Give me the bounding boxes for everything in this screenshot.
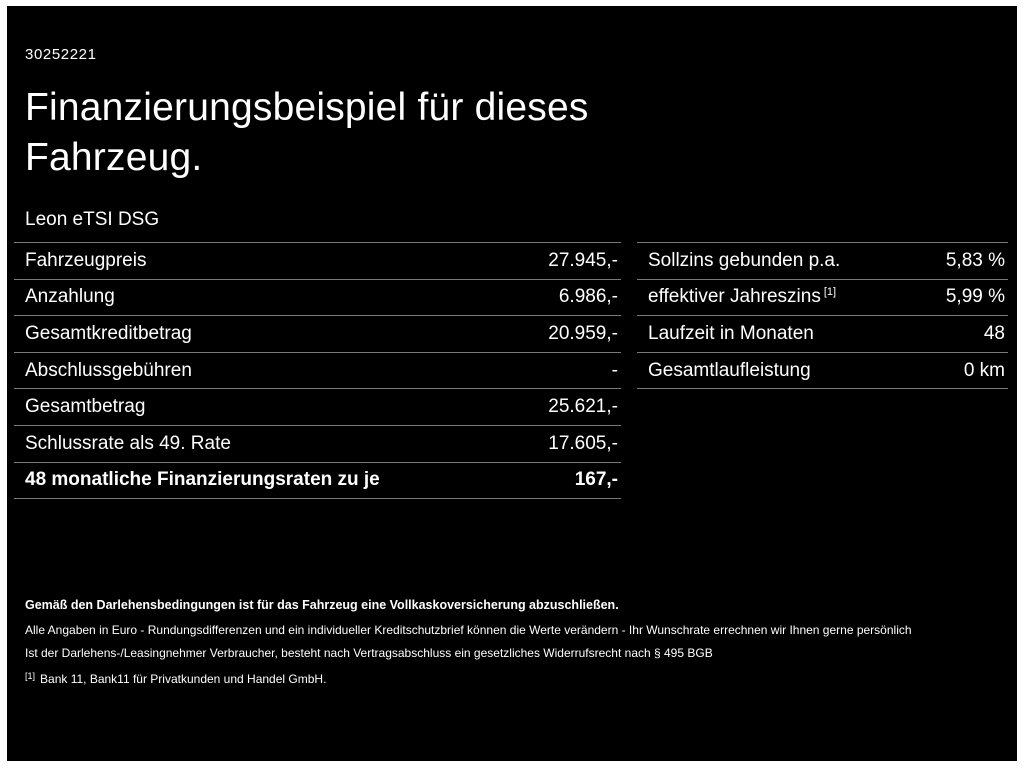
row-value: - xyxy=(611,359,618,381)
row-label: Gesamtkreditbetrag xyxy=(25,322,192,344)
row-label: Fahrzeugpreis xyxy=(25,249,147,271)
row-label: Gesamtlaufleistung xyxy=(648,359,811,381)
footnote-marker: [1] xyxy=(823,286,837,299)
row-value: 48 xyxy=(983,322,1005,344)
row-value: 25.621,- xyxy=(548,396,618,418)
row-gesamtkreditbetrag: Gesamtkreditbetrag 20.959,- xyxy=(14,316,621,353)
document-id: 30252221 xyxy=(25,46,97,63)
row-value: 5,83 % xyxy=(945,249,1005,271)
row-value: 5,99 % xyxy=(945,286,1005,308)
row-value: 167,- xyxy=(574,469,618,491)
row-label: Laufzeit in Monaten xyxy=(648,322,814,344)
page-title: Finanzierungsbeispiel für dieses Fahrzeug… xyxy=(25,83,589,183)
row-anzahlung: Anzahlung 6.986,- xyxy=(14,280,621,317)
footnote-marker: [1] xyxy=(25,671,36,681)
row-monatliche-rate: 48 monatliche Finanzierungsraten zu je 1… xyxy=(14,463,621,500)
page-title-line1: Finanzierungsbeispiel für dieses xyxy=(25,86,589,129)
row-label: Schlussrate als 49. Rate xyxy=(25,432,231,454)
row-label: Gesamtbetrag xyxy=(25,396,146,418)
row-label: effektiver Jahreszins [1] xyxy=(648,286,837,308)
vehicle-model: Leon eTSI DSG xyxy=(25,209,160,230)
row-value: 20.959,- xyxy=(548,322,618,344)
row-label: Anzahlung xyxy=(25,286,115,308)
row-value: 6.986,- xyxy=(558,286,618,308)
footer-line-insurance: Gemäß den Darlehensbedingungen ist für d… xyxy=(25,598,619,612)
row-gesamtbetrag: Gesamtbetrag 25.621,- xyxy=(14,389,621,426)
row-value: 0 km xyxy=(963,359,1005,381)
footer-line-widerrufsrecht: Ist der Darlehens-/Leasingnehmer Verbrau… xyxy=(25,646,713,660)
row-fahrzeugpreis: Fahrzeugpreis 27.945,- xyxy=(14,243,621,280)
row-abschlussgebuehren: Abschlussgebühren - xyxy=(14,353,621,390)
row-sollzins: Sollzins gebunden p.a. 5,83 % xyxy=(637,243,1008,280)
row-laufzeit: Laufzeit in Monaten 48 xyxy=(637,316,1008,353)
footnote-text: Bank 11, Bank11 für Privatkunden und Han… xyxy=(40,672,327,686)
row-value: 17.605,- xyxy=(548,432,618,454)
finance-table-left: Fahrzeugpreis 27.945,- Anzahlung 6.986,-… xyxy=(14,242,621,500)
finance-sheet: 30252221 Finanzierungsbeispiel für diese… xyxy=(7,6,1017,761)
row-gesamtlaufleistung: Gesamtlaufleistung 0 km xyxy=(637,353,1008,390)
row-effektiver-jahreszins: effektiver Jahreszins [1] 5,99 % xyxy=(637,280,1008,317)
page-title-line2: Fahrzeug. xyxy=(25,136,203,179)
row-schlussrate: Schlussrate als 49. Rate 17.605,- xyxy=(14,426,621,463)
row-label: 48 monatliche Finanzierungsraten zu je xyxy=(25,469,380,491)
finance-table-right: Sollzins gebunden p.a. 5,83 % effektiver… xyxy=(637,242,1008,390)
footer-line-euro-note: Alle Angaben in Euro - Rundungsdifferenz… xyxy=(25,623,912,637)
finance-tables: Fahrzeugpreis 27.945,- Anzahlung 6.986,-… xyxy=(14,242,1008,500)
row-value: 27.945,- xyxy=(548,249,618,271)
footer-footnote: [1] Bank 11, Bank11 für Privatkunden und … xyxy=(25,669,997,686)
row-label: Sollzins gebunden p.a. xyxy=(648,249,841,271)
legal-footer: Gemäß den Darlehensbedingungen ist für d… xyxy=(25,598,997,695)
row-label: Abschlussgebühren xyxy=(25,359,192,381)
